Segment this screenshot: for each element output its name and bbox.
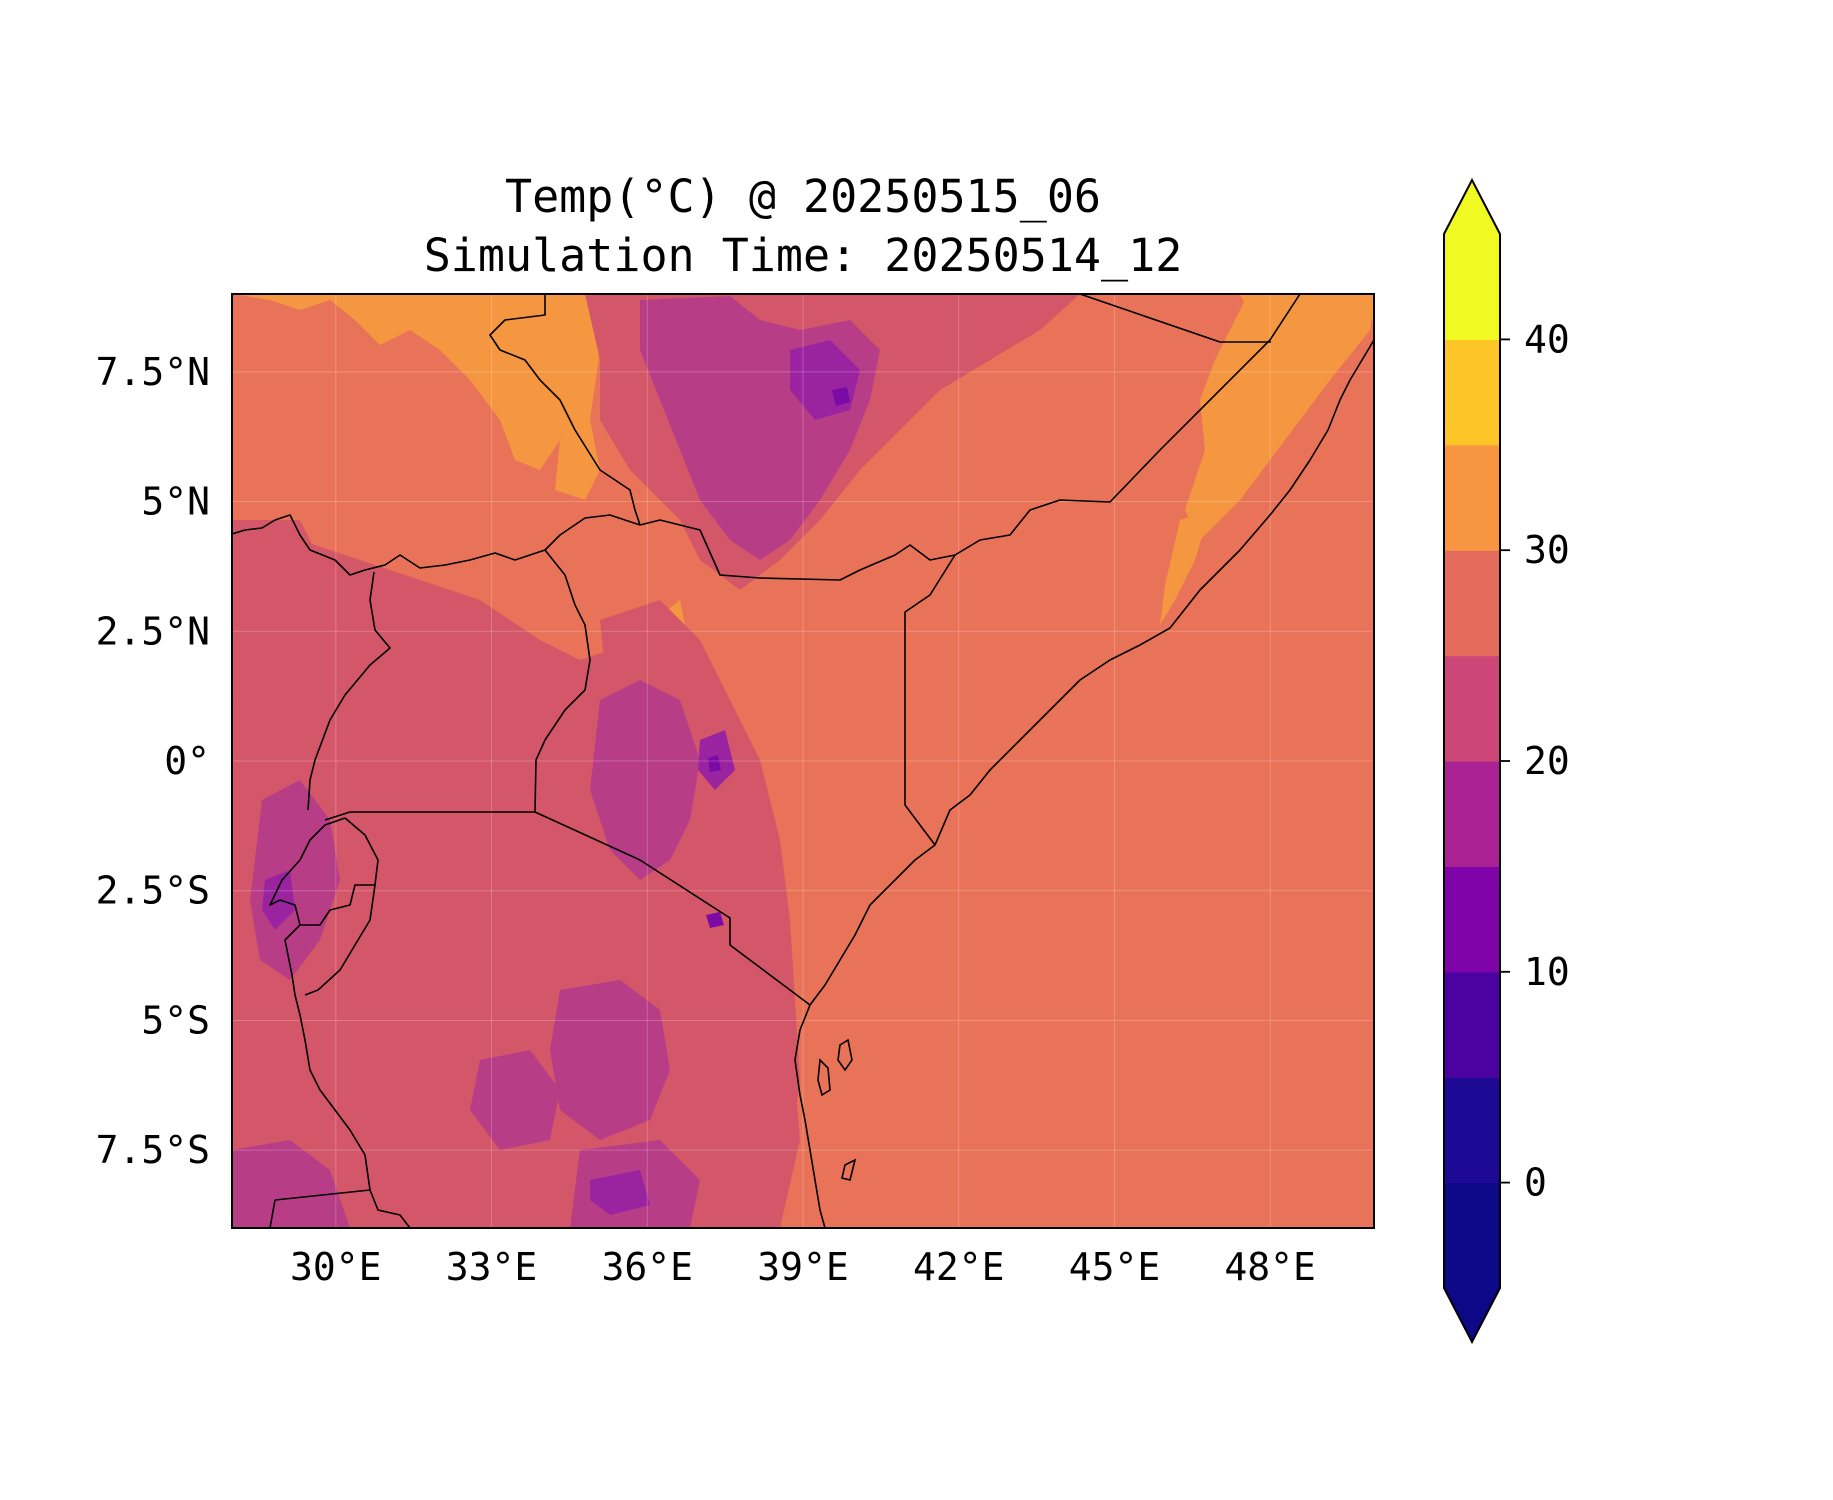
border-south-sudan-sudan xyxy=(489,294,641,526)
figure-title-line2: Simulation Time: 20250514_12 xyxy=(423,229,1183,282)
x-tick-label: 48°E xyxy=(1224,1245,1316,1289)
border-kenya-tanzania xyxy=(534,811,811,1006)
colorbar-extend-min xyxy=(1444,1288,1500,1342)
border-tanzania-drc-lake xyxy=(284,924,411,1228)
y-tick-label: 0° xyxy=(164,739,210,783)
colorbar-band xyxy=(1444,444,1500,551)
colorbar-band xyxy=(1444,550,1500,657)
y-axis-ticks: 7.5°N 5°N 2.5°N 0° 2.5°S 5°S 7.5°S xyxy=(96,350,210,1172)
field-15-20-rift-kenya xyxy=(590,680,700,880)
island-zanzibar xyxy=(837,1038,853,1072)
field-15-20-sw-corner xyxy=(232,1140,350,1228)
colorbar-tick-label: 30 xyxy=(1524,528,1570,572)
y-tick-label: 5°S xyxy=(141,998,210,1042)
border-uganda-tanzania xyxy=(324,811,535,821)
border-tanzania-zambia xyxy=(274,1189,371,1201)
x-tick-label: 36°E xyxy=(602,1245,694,1289)
border-ethiopia-north xyxy=(1079,294,1271,343)
y-tick-label: 2.5°S xyxy=(96,869,210,913)
field-30-35-somalia-coast xyxy=(1160,510,1210,625)
map-frame xyxy=(231,293,1375,1229)
colorbar-band xyxy=(1444,234,1500,340)
x-tick-label: 42°E xyxy=(913,1245,1005,1289)
y-tick-label: 5°N xyxy=(141,480,210,524)
island-pemba xyxy=(817,1058,831,1097)
x-tick-label: 33°E xyxy=(446,1245,538,1289)
y-tick-label: 7.5°N xyxy=(96,350,210,394)
colorbar-tick-label: 40 xyxy=(1524,317,1570,361)
border-south-sudan-ethiopia-kenya xyxy=(232,514,641,576)
colorbar-band xyxy=(1444,971,1500,1078)
field-30-35-somalia-north xyxy=(1185,294,1374,540)
field-10-15-tanzania-peak xyxy=(590,1170,650,1215)
colorbar-band xyxy=(1444,1077,1500,1184)
field-15-20-tanzania-central xyxy=(550,980,670,1140)
colorbar-tick-label: 10 xyxy=(1524,950,1570,994)
x-tick-label: 30°E xyxy=(290,1245,382,1289)
colorbar-band xyxy=(1444,1182,1500,1289)
x-axis-ticks: 30°E 33°E 36°E 39°E 42°E 45°E 48°E xyxy=(290,1245,1316,1289)
border-uganda-kenya xyxy=(534,549,591,813)
border-ethiopia-somalia xyxy=(954,294,1301,556)
island-mafia xyxy=(841,1158,857,1181)
y-tick-label: 2.5°N xyxy=(96,609,210,653)
field-30-35-south-sudan xyxy=(232,294,590,470)
colorbar-ticks: 0 10 20 30 40 xyxy=(1500,317,1570,1205)
colorbar-band xyxy=(1444,866,1500,973)
field-30-35-ne-corner xyxy=(1240,294,1374,340)
field-15-20-albertine-rift xyxy=(250,780,340,980)
colorbar-extend-max xyxy=(1444,180,1500,234)
field-20-25-west-edge xyxy=(232,520,320,700)
border-burundi-tanzania xyxy=(304,884,376,996)
field-5-10-spot-2 xyxy=(708,755,721,772)
figure-title-line1: Temp(°C) @ 20250515_06 xyxy=(504,170,1102,223)
field-5-10-spot-3 xyxy=(706,912,724,928)
colorbar-band xyxy=(1444,761,1500,867)
border-uganda-drc xyxy=(307,571,391,811)
x-tick-label: 45°E xyxy=(1069,1245,1161,1289)
coastline xyxy=(794,339,1374,1228)
colorbar-band xyxy=(1444,655,1500,762)
border-kenya-somalia xyxy=(904,554,956,846)
field-15-20-tanzania-west xyxy=(470,1050,560,1150)
colorbar-tick-label: 0 xyxy=(1524,1161,1547,1205)
colorbar-band xyxy=(1444,339,1500,446)
border-ethiopia-kenya xyxy=(639,519,956,581)
y-tick-label: 7.5°S xyxy=(96,1128,210,1172)
x-tick-label: 39°E xyxy=(757,1245,849,1289)
colorbar-outline xyxy=(1443,177,1501,1345)
colorbar-tick-label: 20 xyxy=(1524,739,1570,783)
field-5-10-spot-1 xyxy=(832,387,850,406)
border-drc-zambia xyxy=(269,1199,276,1228)
colorbar: 0 10 20 30 40 xyxy=(1443,177,1570,1345)
country-borders xyxy=(232,294,1301,1228)
gridlines xyxy=(232,294,1374,1228)
temperature-map: 30°E 33°E 36°E 39°E 42°E 45°E 48°E 7.5°N 5°N 2.5… xyxy=(96,293,1375,1289)
